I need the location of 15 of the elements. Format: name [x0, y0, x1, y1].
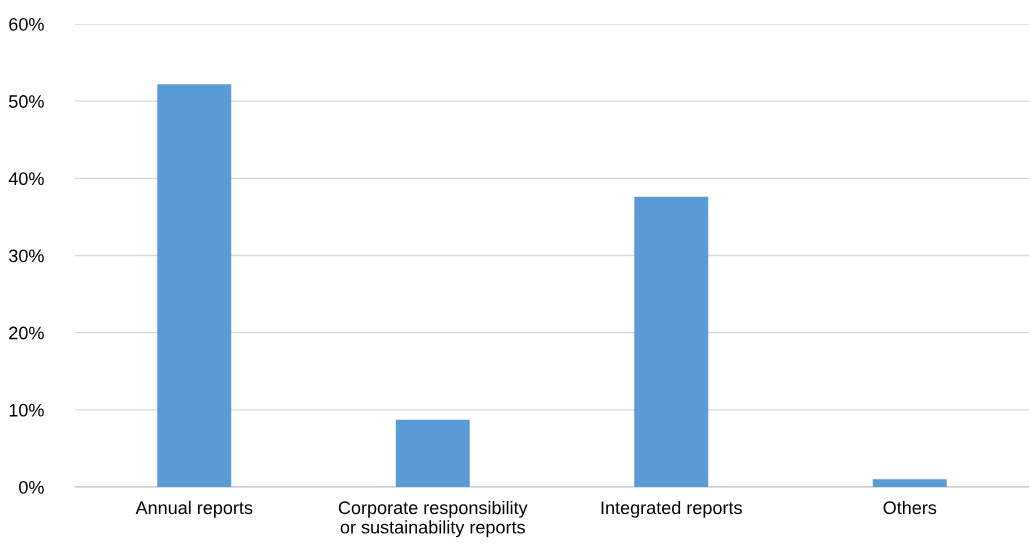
bar	[157, 84, 232, 487]
y-tick-label: 50%	[9, 95, 44, 108]
x-tick-label: Others	[883, 500, 937, 515]
y-tick-label: 60%	[9, 17, 44, 31]
y-tick-label: 20%	[9, 326, 44, 340]
x-tick-label: Annual reports	[135, 500, 253, 518]
y-tick-label: 30%	[9, 249, 44, 263]
bar	[634, 196, 709, 487]
bar	[872, 479, 947, 487]
y-tick-label: 10%	[9, 403, 44, 417]
y-tick-label: 40%	[8, 172, 44, 186]
y-tick-label: 0%	[19, 480, 44, 494]
x-tick-label: Integrated reports	[601, 500, 742, 518]
x-tick-label: Corporate responsibility or sustainability reports	[338, 500, 528, 538]
bar	[395, 419, 470, 487]
